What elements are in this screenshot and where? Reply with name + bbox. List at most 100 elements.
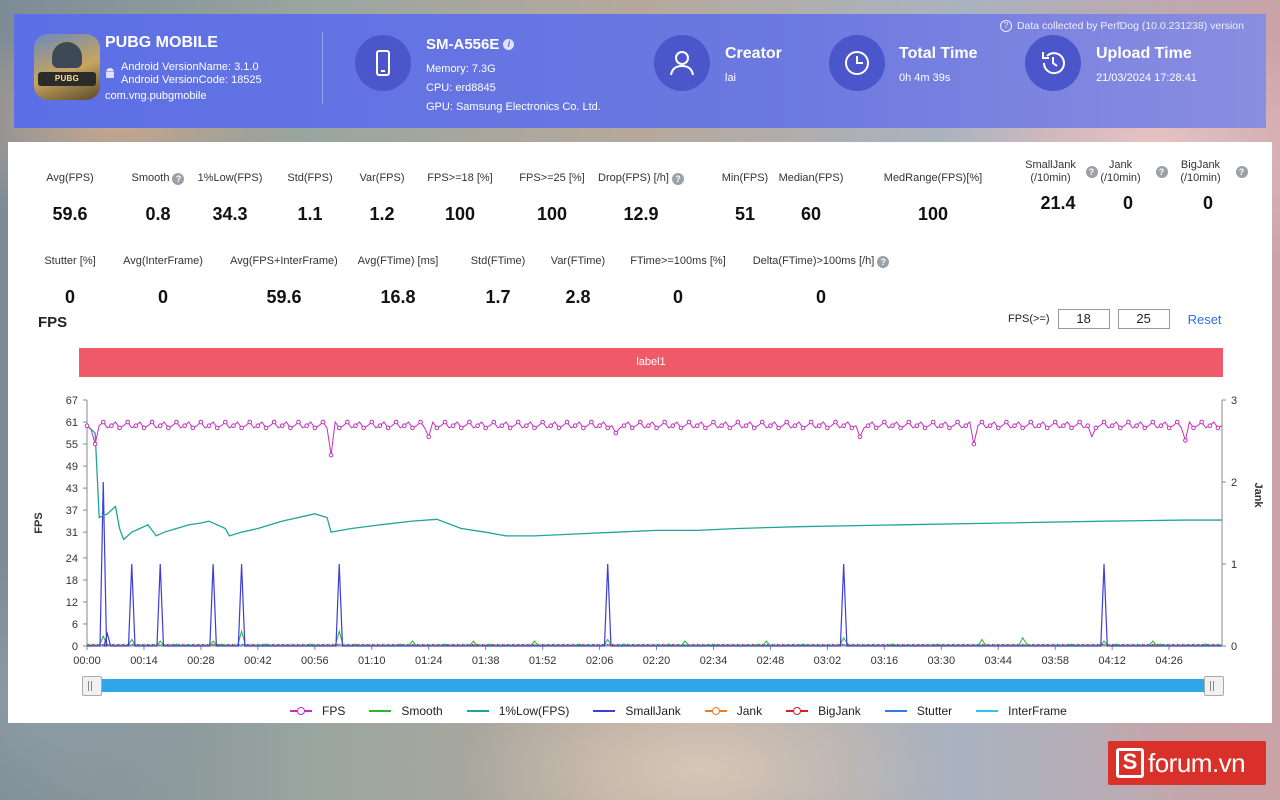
fps-point (1109, 423, 1115, 429)
x-tick-label: 01:38 (472, 655, 500, 667)
fps-point (239, 425, 244, 431)
help-icon[interactable]: ? (1155, 166, 1168, 178)
help-icon[interactable]: ? (1235, 166, 1248, 178)
legend-item[interactable]: 1%Low(FPS) (465, 704, 569, 718)
help-icon[interactable]: ? (172, 172, 185, 185)
header-divider (322, 32, 323, 104)
metric-label: FTime>=100ms [%] (618, 255, 738, 268)
legend-item[interactable]: Smooth (367, 704, 443, 718)
fps-point (288, 425, 293, 431)
metric-label: MedRange(FPS)[%] (873, 172, 993, 185)
metric-label-text: Std(FPS) (287, 172, 333, 184)
y2-tick-label: 3 (1231, 395, 1237, 407)
metric-label: FPS>=25 [%] (492, 172, 612, 185)
metric-label-text: FPS>=18 [%] (427, 172, 493, 184)
metric-label: Smooth? (98, 172, 218, 185)
metric-label-text: Var(FPS) (359, 172, 405, 184)
reset-link[interactable]: Reset (1187, 311, 1222, 327)
x-tick-label: 04:26 (1155, 655, 1183, 667)
fps-point (947, 425, 952, 431)
fps-threshold-input-1[interactable]: 18 (1057, 309, 1110, 329)
fps-point (890, 423, 895, 429)
android-icon (106, 68, 114, 78)
y-tick-label: 12 (66, 597, 78, 609)
metric-label: Min(FPS) (685, 172, 805, 185)
fps-point (361, 425, 366, 431)
fps-point (1126, 419, 1131, 425)
fps-point (491, 419, 497, 425)
fps-point (1077, 419, 1082, 425)
legend-label: Jank (736, 704, 763, 718)
info-icon[interactable]: i (503, 39, 515, 50)
fps-point (816, 423, 822, 429)
fps-point (849, 425, 855, 431)
legend-line (369, 710, 392, 712)
metric-r1-0: Avg(FPS) 59.6 (10, 159, 130, 225)
help-icon[interactable]: ? (999, 20, 1012, 32)
legend-marker (883, 705, 909, 717)
legend-item[interactable]: Stutter (883, 704, 952, 718)
metric-r2-5: Var(FTime) 2.8 (518, 242, 638, 308)
metric-value: 34.3 (212, 204, 248, 224)
fps-point (1199, 419, 1204, 425)
android-version-name: Android VersionName: 3.1.0 (121, 61, 259, 73)
legend-item[interactable]: InterFrame (974, 704, 1067, 718)
metric-label: Delta(FTime)>100ms [/h]? (753, 255, 890, 268)
time-range-slider[interactable] (88, 679, 1218, 692)
metric-r2-6: FTime>=100ms [%] 0 (618, 242, 738, 308)
fps-point (157, 423, 163, 429)
help-icon[interactable]: ? (877, 255, 890, 268)
fps-point (564, 419, 570, 425)
metric-label-text: Stutter [%] (44, 255, 96, 267)
fps-point (1036, 423, 1042, 429)
metric-label-text: Avg(FTime) [ms] (357, 255, 439, 267)
legend-label: SmallJank (625, 704, 681, 718)
fps-point (328, 452, 334, 458)
metric-value: 0 (672, 287, 683, 307)
fps-point (166, 425, 171, 431)
legend-item[interactable]: Jank (703, 704, 762, 718)
fps-point (857, 434, 863, 440)
legend-item[interactable]: SmallJank (591, 704, 681, 718)
slider-handle-right[interactable] (1204, 676, 1224, 696)
total-time-title: Total Time (899, 45, 978, 62)
fps-point (971, 441, 977, 447)
fps-point (1069, 425, 1074, 431)
metric-r1-12: Jank (/10min)? 0 (1068, 159, 1188, 214)
fps-point (1012, 423, 1017, 429)
fps-point (1142, 425, 1148, 431)
fps-point (214, 425, 220, 431)
metric-value: 0 (157, 287, 168, 307)
y-tick-label: 0 (72, 641, 78, 653)
slider-handle-left[interactable] (82, 676, 102, 696)
clock-icon (845, 51, 869, 75)
y-tick-label: 31 (66, 527, 78, 539)
fps-point (532, 425, 537, 431)
metric-label-text: Var(FTime) (550, 255, 606, 267)
upload-time-value: 21/03/2024 17:28:41 (1096, 72, 1197, 84)
legend-item[interactable]: BigJank (784, 704, 861, 718)
legend-dot (793, 707, 802, 715)
label-bar[interactable]: label1 (79, 348, 1223, 377)
metric-label-text: Avg(InterFrame) (123, 255, 203, 267)
fps-threshold-label: FPS(>=) (1008, 313, 1050, 325)
fps-point (792, 423, 798, 429)
fps-point (735, 419, 741, 425)
fps-point (678, 425, 684, 431)
legend-label: InterFrame (1008, 704, 1067, 718)
fps-threshold-input-2[interactable]: 25 (1117, 309, 1170, 329)
metric-value: 12.9 (623, 204, 659, 224)
fps-point (271, 419, 277, 425)
help-icon[interactable]: ? (1085, 166, 1098, 178)
metric-label-text: Delta(FTime)>100ms [/h] (752, 255, 875, 267)
forum-watermark: S forum.vn (1108, 741, 1266, 785)
fps-point (1085, 423, 1091, 429)
metric-label-text: Jank (/10min) (1100, 159, 1141, 184)
fps-point (898, 425, 903, 431)
y-tick-label: 6 (72, 619, 78, 631)
metric-label-text: FTime>=100ms [%] (630, 255, 726, 267)
legend-label: Stutter (916, 704, 953, 718)
legend-line (466, 710, 489, 712)
legend-item[interactable]: FPS (288, 704, 345, 718)
help-icon[interactable]: ? (671, 172, 684, 185)
